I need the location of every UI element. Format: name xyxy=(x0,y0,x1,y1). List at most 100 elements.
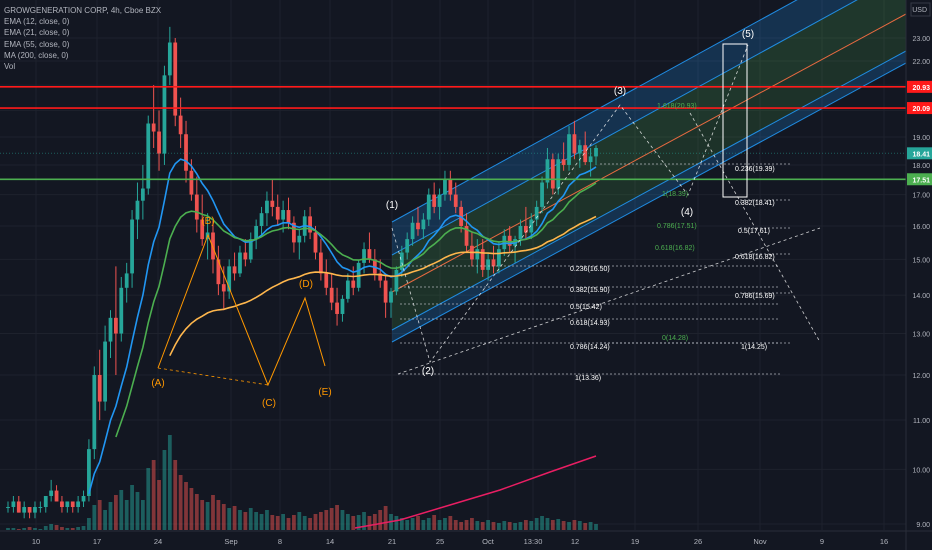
wave-label-10: (5) xyxy=(742,29,754,40)
volume-bar xyxy=(583,523,588,530)
volume-bar xyxy=(497,523,501,530)
volume-bar xyxy=(518,522,523,530)
wave-label-5: (E) xyxy=(318,387,331,398)
candle-body xyxy=(11,501,16,508)
candle-body xyxy=(448,179,453,195)
candle-body xyxy=(140,188,145,201)
volume-bar xyxy=(167,435,172,530)
volume-bar xyxy=(335,505,339,530)
volume-bar xyxy=(475,521,480,530)
candle-body xyxy=(70,501,75,508)
candle-body xyxy=(81,495,86,502)
wave-label-4: (D) xyxy=(299,279,313,290)
y-tick-label: 23.00 xyxy=(912,36,930,43)
candle-body xyxy=(49,490,54,496)
volume-bar xyxy=(130,485,134,530)
x-tick-label: 12 xyxy=(571,537,579,546)
volume-bar xyxy=(470,518,474,530)
candle-body xyxy=(130,219,134,274)
legend-ema21[interactable]: EMA (21, close, 0) xyxy=(4,28,70,38)
volume-bar xyxy=(200,500,205,530)
candle-body xyxy=(103,341,107,402)
candle-body xyxy=(362,249,366,263)
volume-bar xyxy=(157,480,161,530)
volume-bar xyxy=(302,516,307,530)
x-tick-label: 19 xyxy=(631,537,639,546)
price-label-3: 18.41 xyxy=(912,151,930,158)
channel-band-lower xyxy=(392,51,906,342)
candle-body xyxy=(135,200,140,220)
legend-volume[interactable]: Vol xyxy=(4,62,16,72)
candle-body xyxy=(594,147,598,157)
legend-ema12[interactable]: EMA (12, close, 0) xyxy=(4,17,70,27)
volume-bar xyxy=(324,510,329,530)
candle-body xyxy=(340,298,345,314)
y-tick-label: 18.00 xyxy=(912,163,930,170)
volume-bar xyxy=(437,520,442,530)
y-tick-label: 12.00 xyxy=(912,373,930,380)
volume-bar xyxy=(270,515,275,530)
candle-body xyxy=(545,159,550,183)
fib-label-16: 0.786(15.69) xyxy=(735,293,775,300)
channel-line xyxy=(391,0,798,223)
x-tick-label: 8 xyxy=(278,537,282,546)
channel-band-mid-upper xyxy=(392,0,906,292)
volume-bar xyxy=(173,460,178,530)
volume-bar xyxy=(432,515,437,530)
price-label-1: 20.93 xyxy=(912,85,930,92)
legend-ema55[interactable]: EMA (55, close, 0) xyxy=(4,39,70,49)
wave-label-9: (4) xyxy=(681,207,693,218)
price-label-box-2 xyxy=(907,102,932,115)
fib-label-11: 0(14.28) xyxy=(662,335,688,342)
volume-bar xyxy=(372,514,377,530)
volume-bar xyxy=(97,500,102,530)
fib-label-15: 0.618(16.82) xyxy=(735,254,775,261)
volume-bar xyxy=(313,514,318,530)
candle-body xyxy=(480,249,485,270)
triangle-wave-line xyxy=(157,233,326,387)
volume-bar xyxy=(54,525,59,530)
legend-ma200[interactable]: MA (200, close, 0) xyxy=(4,50,69,60)
candle-body xyxy=(318,252,323,274)
candle-body xyxy=(60,501,64,508)
volume-bar xyxy=(114,495,118,530)
candle-body xyxy=(16,501,21,513)
candle-body xyxy=(211,232,215,260)
candle-body xyxy=(556,159,561,189)
volume-bar xyxy=(27,527,32,530)
candle-body xyxy=(114,317,118,334)
fib-label-17: 1(14.25) xyxy=(741,344,767,351)
volume-bar xyxy=(140,500,145,530)
y-tick-label: 11.00 xyxy=(913,418,930,425)
candle-body xyxy=(491,259,496,267)
candle-body xyxy=(567,134,571,165)
x-tick-label: Oct xyxy=(482,537,495,546)
volume-bar xyxy=(351,516,356,530)
volume-bar xyxy=(65,528,70,530)
candle-body xyxy=(432,194,437,207)
volume-bar xyxy=(459,522,464,530)
y-tick-label: 17.00 xyxy=(912,193,930,200)
candle-body xyxy=(335,302,339,314)
volume-bar xyxy=(545,518,550,530)
channel-line xyxy=(391,0,858,256)
candle-body xyxy=(146,123,151,189)
volume-bar xyxy=(211,495,215,530)
y-tick-label: 10.00 xyxy=(912,467,930,474)
fib-label-6: 0.382(15.90) xyxy=(570,287,610,294)
volume-bar xyxy=(108,502,113,530)
volume-bar xyxy=(464,520,469,530)
x-tick-label: 17 xyxy=(93,537,101,546)
candle-body xyxy=(184,134,188,171)
volume-bar xyxy=(178,475,183,530)
candle-body xyxy=(518,225,523,240)
volume-bar xyxy=(275,516,280,530)
volume-bar xyxy=(297,512,302,530)
candle-body xyxy=(22,507,27,513)
candle-body xyxy=(308,216,312,233)
candle-body xyxy=(497,249,501,267)
candle-body xyxy=(87,449,91,496)
candle-body xyxy=(399,252,404,270)
volume-bar xyxy=(189,488,194,530)
